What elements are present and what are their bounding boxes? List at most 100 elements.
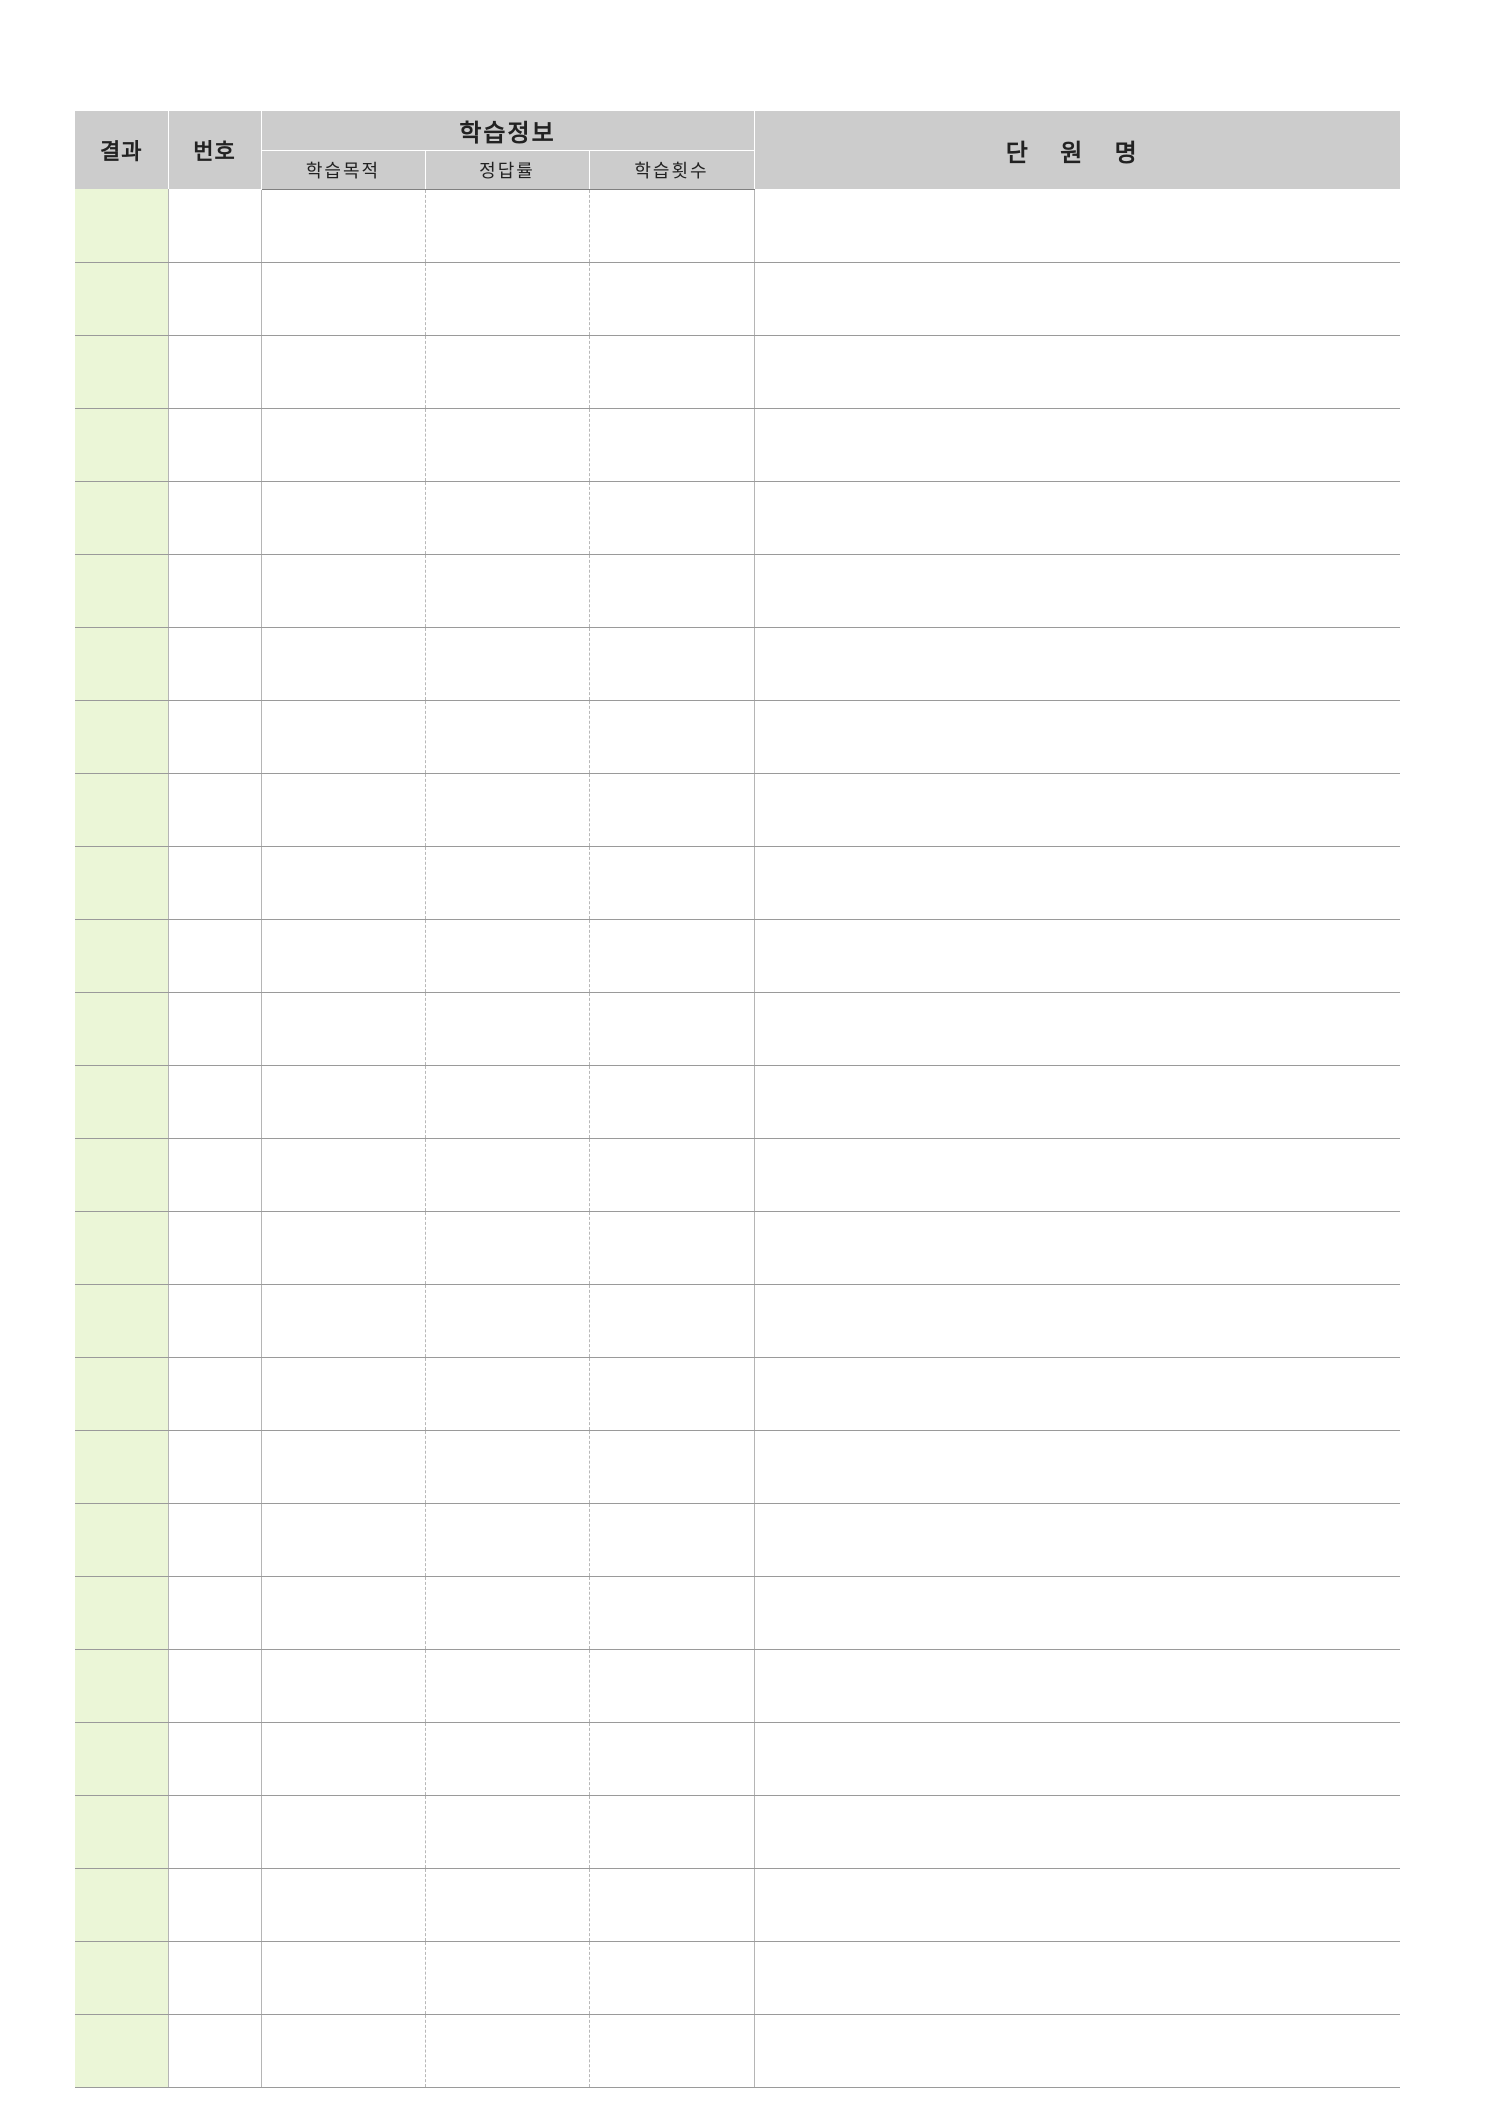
study-purpose-cell[interactable] bbox=[261, 919, 426, 993]
study-purpose-cell[interactable] bbox=[261, 481, 426, 555]
correct-rate-cell[interactable] bbox=[425, 189, 590, 263]
study-count-cell[interactable] bbox=[589, 1138, 755, 1212]
correct-rate-cell[interactable] bbox=[425, 1722, 590, 1796]
study-count-cell[interactable] bbox=[589, 992, 755, 1066]
number-cell[interactable] bbox=[168, 1211, 262, 1285]
study-purpose-cell[interactable] bbox=[261, 627, 426, 701]
study-count-cell[interactable] bbox=[589, 1576, 755, 1650]
study-count-cell[interactable] bbox=[589, 1868, 755, 1942]
study-count-cell[interactable] bbox=[589, 1649, 755, 1723]
result-cell[interactable] bbox=[75, 1941, 169, 2015]
study-purpose-cell[interactable] bbox=[261, 1357, 426, 1431]
number-cell[interactable] bbox=[168, 700, 262, 774]
number-cell[interactable] bbox=[168, 1649, 262, 1723]
number-cell[interactable] bbox=[168, 335, 262, 409]
correct-rate-cell[interactable] bbox=[425, 1868, 590, 1942]
correct-rate-cell[interactable] bbox=[425, 1211, 590, 1285]
unit-name-cell[interactable] bbox=[754, 554, 1401, 628]
correct-rate-cell[interactable] bbox=[425, 1138, 590, 1212]
unit-name-cell[interactable] bbox=[754, 1868, 1401, 1942]
result-cell[interactable] bbox=[75, 1868, 169, 1942]
number-cell[interactable] bbox=[168, 1576, 262, 1650]
correct-rate-cell[interactable] bbox=[425, 1941, 590, 2015]
unit-name-cell[interactable] bbox=[754, 1795, 1401, 1869]
number-cell[interactable] bbox=[168, 481, 262, 555]
study-purpose-cell[interactable] bbox=[261, 1211, 426, 1285]
result-cell[interactable] bbox=[75, 846, 169, 920]
result-cell[interactable] bbox=[75, 700, 169, 774]
number-cell[interactable] bbox=[168, 846, 262, 920]
correct-rate-cell[interactable] bbox=[425, 1065, 590, 1139]
study-count-cell[interactable] bbox=[589, 1284, 755, 1358]
study-count-cell[interactable] bbox=[589, 481, 755, 555]
correct-rate-cell[interactable] bbox=[425, 846, 590, 920]
correct-rate-cell[interactable] bbox=[425, 773, 590, 847]
number-cell[interactable] bbox=[168, 1284, 262, 1358]
unit-name-cell[interactable] bbox=[754, 408, 1401, 482]
result-cell[interactable] bbox=[75, 992, 169, 1066]
study-purpose-cell[interactable] bbox=[261, 408, 426, 482]
unit-name-cell[interactable] bbox=[754, 1138, 1401, 1212]
study-purpose-cell[interactable] bbox=[261, 262, 426, 336]
result-cell[interactable] bbox=[75, 481, 169, 555]
number-cell[interactable] bbox=[168, 2014, 262, 2088]
result-cell[interactable] bbox=[75, 1284, 169, 1358]
unit-name-cell[interactable] bbox=[754, 2014, 1401, 2088]
correct-rate-cell[interactable] bbox=[425, 262, 590, 336]
correct-rate-cell[interactable] bbox=[425, 1284, 590, 1358]
number-cell[interactable] bbox=[168, 1722, 262, 1796]
number-cell[interactable] bbox=[168, 1138, 262, 1212]
study-purpose-cell[interactable] bbox=[261, 700, 426, 774]
study-count-cell[interactable] bbox=[589, 1430, 755, 1504]
study-purpose-cell[interactable] bbox=[261, 2014, 426, 2088]
study-purpose-cell[interactable] bbox=[261, 992, 426, 1066]
correct-rate-cell[interactable] bbox=[425, 1503, 590, 1577]
correct-rate-cell[interactable] bbox=[425, 2014, 590, 2088]
study-purpose-cell[interactable] bbox=[261, 846, 426, 920]
study-purpose-cell[interactable] bbox=[261, 1065, 426, 1139]
study-purpose-cell[interactable] bbox=[261, 1503, 426, 1577]
unit-name-cell[interactable] bbox=[754, 481, 1401, 555]
result-cell[interactable] bbox=[75, 1357, 169, 1431]
correct-rate-cell[interactable] bbox=[425, 1795, 590, 1869]
result-cell[interactable] bbox=[75, 1795, 169, 1869]
number-cell[interactable] bbox=[168, 1503, 262, 1577]
correct-rate-cell[interactable] bbox=[425, 1576, 590, 1650]
study-count-cell[interactable] bbox=[589, 1065, 755, 1139]
unit-name-cell[interactable] bbox=[754, 992, 1401, 1066]
result-cell[interactable] bbox=[75, 1065, 169, 1139]
number-cell[interactable] bbox=[168, 262, 262, 336]
correct-rate-cell[interactable] bbox=[425, 1357, 590, 1431]
result-cell[interactable] bbox=[75, 1503, 169, 1577]
unit-name-cell[interactable] bbox=[754, 700, 1401, 774]
correct-rate-cell[interactable] bbox=[425, 700, 590, 774]
study-purpose-cell[interactable] bbox=[261, 1941, 426, 2015]
study-count-cell[interactable] bbox=[589, 1503, 755, 1577]
unit-name-cell[interactable] bbox=[754, 846, 1401, 920]
result-cell[interactable] bbox=[75, 1576, 169, 1650]
number-cell[interactable] bbox=[168, 1065, 262, 1139]
study-purpose-cell[interactable] bbox=[261, 1722, 426, 1796]
unit-name-cell[interactable] bbox=[754, 1722, 1401, 1796]
correct-rate-cell[interactable] bbox=[425, 481, 590, 555]
study-count-cell[interactable] bbox=[589, 627, 755, 701]
number-cell[interactable] bbox=[168, 627, 262, 701]
result-cell[interactable] bbox=[75, 1430, 169, 1504]
study-count-cell[interactable] bbox=[589, 1941, 755, 2015]
number-cell[interactable] bbox=[168, 1430, 262, 1504]
unit-name-cell[interactable] bbox=[754, 1284, 1401, 1358]
study-purpose-cell[interactable] bbox=[261, 554, 426, 628]
study-count-cell[interactable] bbox=[589, 2014, 755, 2088]
study-count-cell[interactable] bbox=[589, 1722, 755, 1796]
result-cell[interactable] bbox=[75, 189, 169, 263]
unit-name-cell[interactable] bbox=[754, 335, 1401, 409]
unit-name-cell[interactable] bbox=[754, 262, 1401, 336]
correct-rate-cell[interactable] bbox=[425, 335, 590, 409]
result-cell[interactable] bbox=[75, 1649, 169, 1723]
number-cell[interactable] bbox=[168, 919, 262, 993]
result-cell[interactable] bbox=[75, 554, 169, 628]
unit-name-cell[interactable] bbox=[754, 1649, 1401, 1723]
correct-rate-cell[interactable] bbox=[425, 992, 590, 1066]
number-cell[interactable] bbox=[168, 1795, 262, 1869]
study-purpose-cell[interactable] bbox=[261, 1430, 426, 1504]
